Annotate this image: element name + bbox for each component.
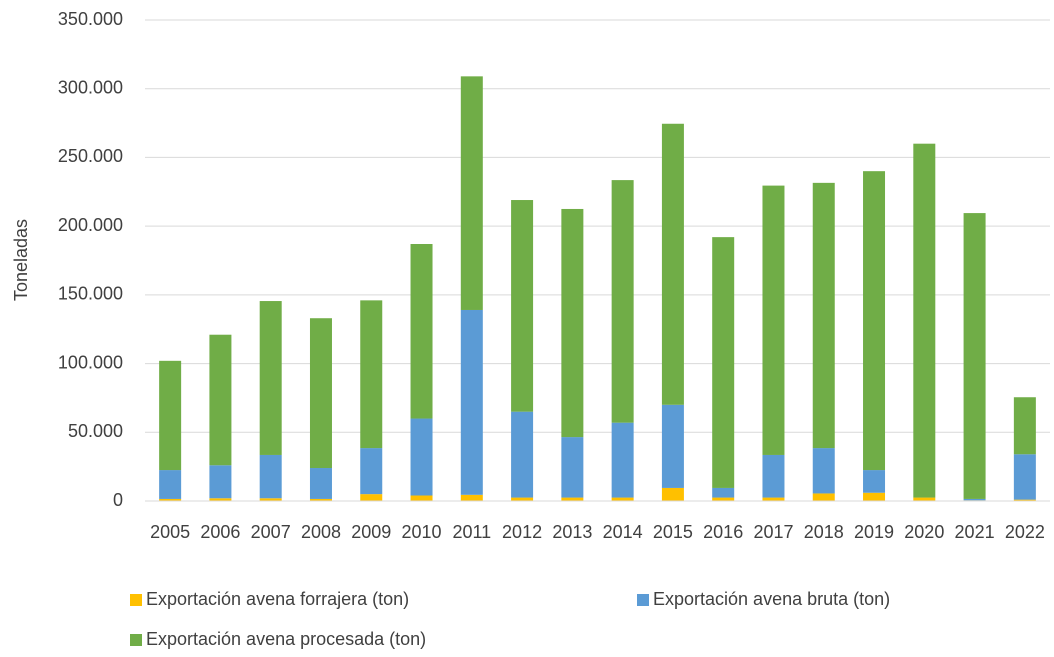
bar-segment [762,454,785,498]
bar-segment [360,494,383,501]
bar-segment [812,182,835,449]
legend-label: Exportación avena forrajera (ton) [146,589,409,609]
bar-segment [863,171,886,471]
bar-segment [410,418,433,496]
x-tick-label: 2007 [251,522,291,542]
bar-segment [309,468,332,499]
bar-segment [561,208,584,438]
bar-segment [460,309,483,495]
bar-segment [209,334,232,466]
bar-segment [159,470,182,499]
bar-segment [913,143,936,498]
x-tick-label: 2022 [1005,522,1045,542]
bar-segment [209,498,232,501]
legend-swatch [130,594,142,606]
bar-segment [963,498,986,501]
x-tick-label: 2008 [301,522,341,542]
x-tick-label: 2014 [603,522,643,542]
bar-segment [812,448,835,494]
bar-segment [812,493,835,501]
legend-swatch [130,634,142,646]
x-tick-label: 2013 [552,522,592,542]
bar-segment [309,498,332,501]
y-axis-label: Toneladas [11,219,31,301]
x-tick-label: 2012 [502,522,542,542]
legend-swatch [637,594,649,606]
x-tick-label: 2019 [854,522,894,542]
y-tick-label: 300.000 [58,77,123,97]
bar-segment [1013,454,1036,500]
bar-segment [712,487,735,498]
bar-segment [159,360,182,471]
x-tick-label: 2016 [703,522,743,542]
bar-segment [661,404,684,488]
y-tick-label: 0 [113,490,123,510]
bar-segment [410,495,433,501]
legend-label: Exportación avena procesada (ton) [146,629,426,649]
bar-segment [159,498,182,501]
bar-segment [561,437,584,498]
x-tick-label: 2020 [904,522,944,542]
y-tick-label: 250.000 [58,146,123,166]
x-tick-label: 2021 [955,522,995,542]
bar-segment [712,237,735,488]
bar-segment [561,497,584,501]
bar-segment [863,470,886,493]
bar-segment [863,492,886,501]
bar-segment [611,422,634,498]
x-tick-label: 2006 [200,522,240,542]
bar-segment [1013,397,1036,455]
bar-segment [762,497,785,501]
bar-segment [259,454,282,499]
bar-segment [1013,499,1036,501]
bar-segment [259,301,282,455]
bar-segment [460,76,483,310]
y-tick-label: 150.000 [58,284,123,304]
bar-segment [511,200,534,412]
bar-segment [913,497,936,501]
legend-label: Exportación avena bruta (ton) [653,589,890,609]
y-tick-label: 100.000 [58,352,123,372]
bar-segment [309,318,332,469]
x-tick-label: 2015 [653,522,693,542]
bar-segment [460,494,483,501]
bar-segment [661,123,684,405]
x-tick-label: 2011 [452,522,491,542]
x-tick-label: 2009 [351,522,391,542]
y-tick-label: 50.000 [68,421,123,441]
y-tick-label: 350.000 [58,9,123,29]
bar-segment [259,498,282,501]
bar-segment [611,497,634,501]
bar-segment [360,300,383,449]
x-tick-label: 2017 [753,522,793,542]
x-tick-label: 2010 [402,522,442,542]
x-tick-label: 2005 [150,522,190,542]
bar-segment [762,185,785,455]
bar-segment [360,448,383,495]
bar-segment [511,497,534,501]
bar-segment [611,180,634,423]
bar-segment [712,497,735,501]
bar-segment [661,487,684,501]
y-tick-label: 200.000 [58,215,123,235]
bar-segment [410,244,433,419]
bar-segment [511,411,534,498]
bar-segment [209,465,232,499]
bar-segment [963,213,986,499]
x-tick-label: 2018 [804,522,844,542]
